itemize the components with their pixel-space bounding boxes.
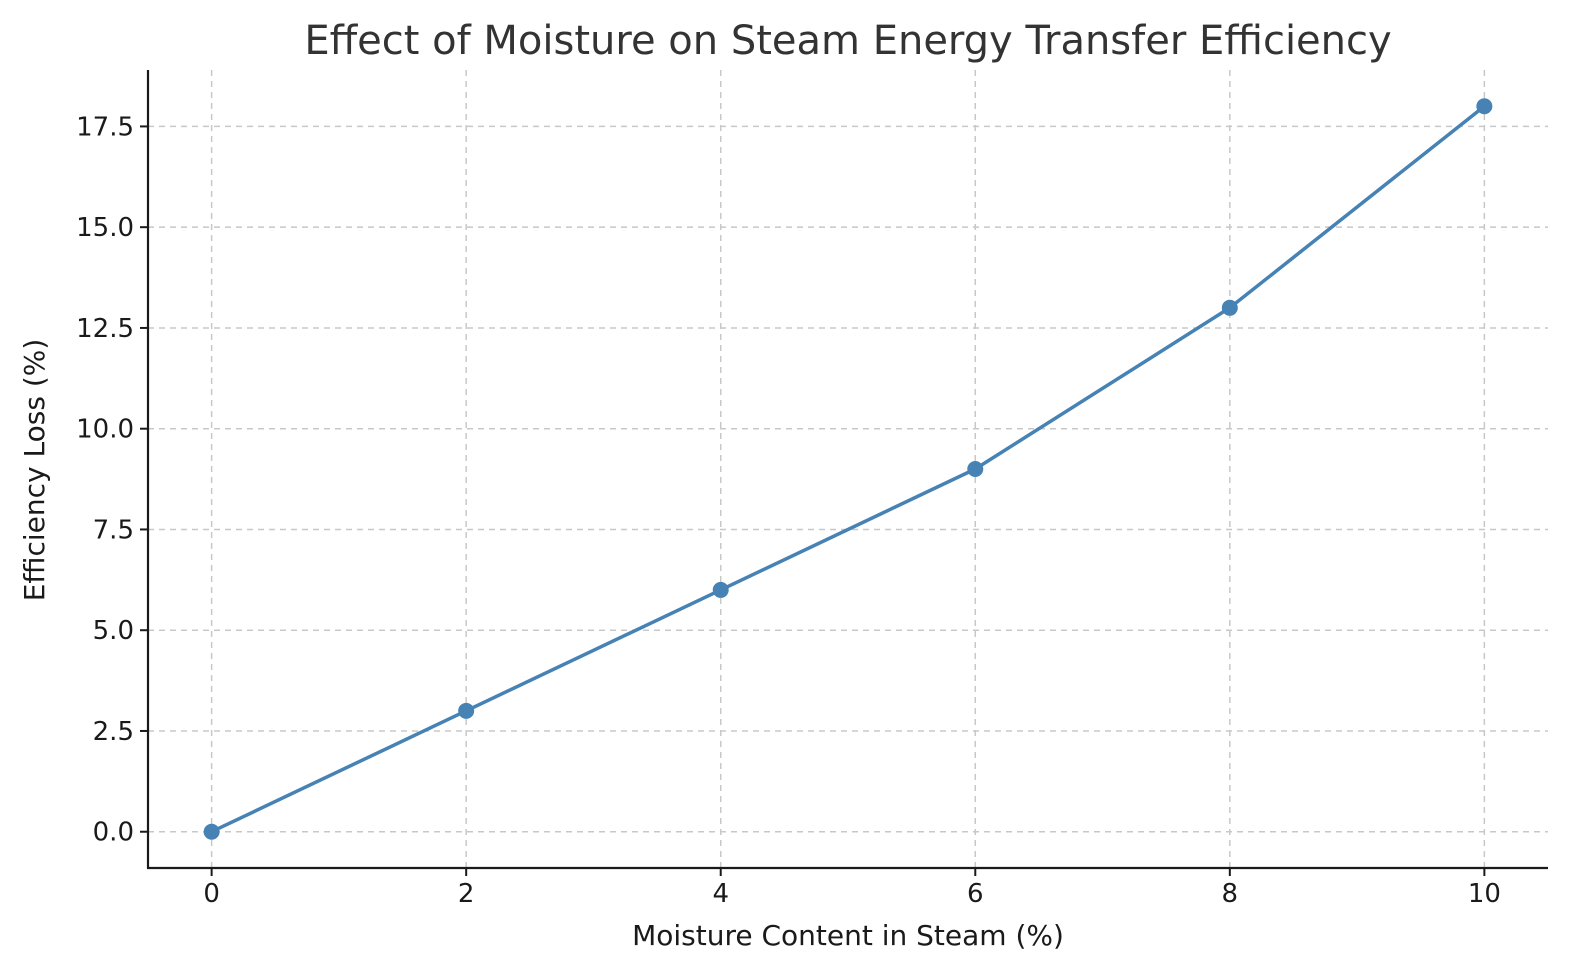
y-tick-label: 5.0 — [93, 616, 134, 646]
y-tick-label: 10.0 — [76, 415, 134, 445]
y-tick-label: 7.5 — [93, 515, 134, 545]
x-tick-label: 4 — [712, 879, 729, 909]
data-point — [458, 702, 475, 719]
chart-title: Effect of Moisture on Steam Energy Trans… — [304, 18, 1391, 64]
x-tick-label: 2 — [458, 879, 475, 909]
series-line — [210, 104, 1486, 834]
y-tick-label: 0.0 — [93, 818, 134, 848]
y-tick-label: 2.5 — [93, 717, 134, 747]
x-tick-label: 8 — [1222, 879, 1239, 909]
x-axis-label: Moisture Content in Steam (%) — [632, 919, 1064, 952]
series-layer — [203, 98, 1493, 840]
y-tick-label: 17.5 — [76, 112, 134, 142]
x-tick-label: 6 — [967, 879, 984, 909]
data-point — [712, 581, 729, 598]
x-tick-label: 0 — [203, 879, 220, 909]
x-tick-label: 10 — [1468, 879, 1501, 909]
data-point — [967, 461, 984, 477]
data-point — [1221, 299, 1238, 316]
y-tick-label: 15.0 — [76, 213, 134, 243]
ticks: 0 2 4 6 8 10 0.0 2.5 5.0 7.5 10.0 12.5 15.0 17.5 — [76, 112, 1501, 909]
y-tick-label: 12.5 — [76, 314, 134, 344]
data-point — [1476, 98, 1493, 115]
grid — [148, 70, 1548, 868]
y-axis-label: Efficiency Loss (%) — [18, 339, 51, 602]
data-point — [203, 823, 220, 840]
